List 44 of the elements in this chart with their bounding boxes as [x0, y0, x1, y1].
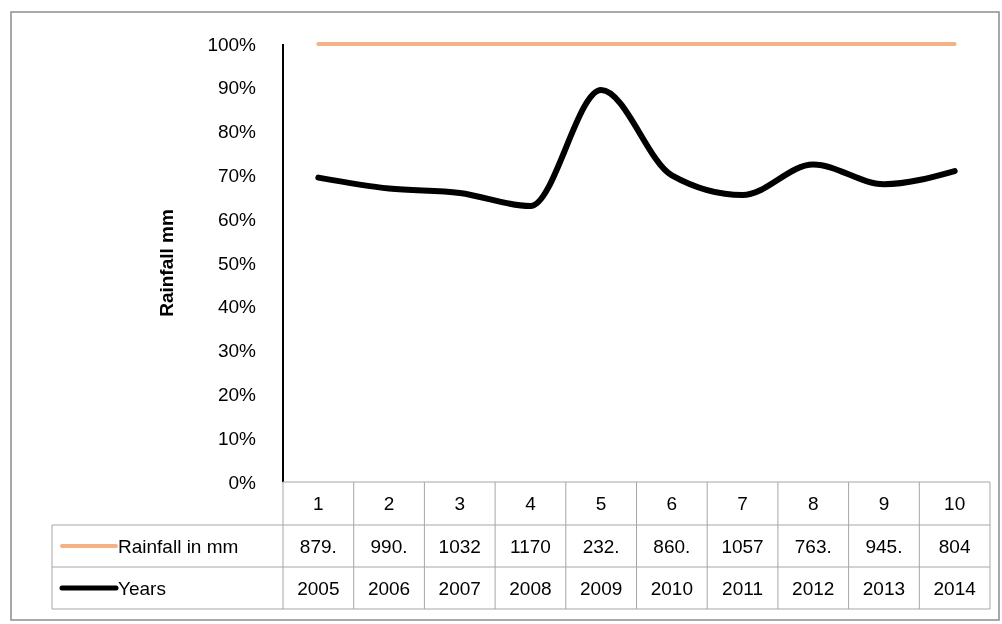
text: 2012 — [792, 577, 835, 599]
legend-label: Rainfall in mm — [118, 535, 239, 557]
y-tick-label: 0% — [228, 471, 257, 493]
y-tick-label: 60% — [217, 208, 257, 230]
x-tick-label: 9 — [878, 493, 890, 515]
text: 2014 — [933, 577, 977, 599]
x-tick-label: 5 — [595, 493, 607, 515]
y-tick-label: 40% — [217, 296, 257, 318]
y-tick-label: 30% — [217, 340, 257, 362]
text: 2007 — [438, 577, 481, 599]
text: 1057 — [721, 535, 764, 557]
x-tick-label: 10 — [944, 493, 966, 515]
y-tick-label: 100% — [207, 33, 257, 55]
x-tick-label: 4 — [525, 493, 537, 515]
text: 804 — [938, 535, 971, 557]
y-tick-label: 20% — [217, 384, 257, 406]
y-tick-label: 10% — [217, 427, 257, 449]
y-tick-label: 90% — [217, 77, 257, 99]
legend-label: Years — [118, 577, 166, 599]
text: 2009 — [580, 577, 623, 599]
text: 945. — [865, 535, 903, 557]
text: 1170 — [510, 535, 551, 557]
text: 232. — [582, 535, 620, 557]
x-tick-label: 6 — [666, 493, 678, 515]
text: 763. — [794, 535, 832, 557]
x-tick-label: 1 — [313, 493, 324, 515]
y-tick-label: 80% — [217, 121, 257, 143]
text: 879. — [299, 535, 337, 557]
y-tick-label: 70% — [217, 165, 257, 187]
x-tick-label: 3 — [454, 493, 466, 515]
x-tick-label: 8 — [807, 493, 819, 515]
text: 2013 — [862, 577, 906, 599]
text: 2008 — [509, 577, 552, 599]
text: 1032 — [438, 535, 481, 557]
text: 2011 — [722, 577, 763, 599]
x-tick-label: 7 — [737, 493, 748, 515]
y-axis-title: Rainfall mm — [155, 209, 177, 317]
text: 2006 — [367, 577, 411, 599]
text: 990. — [370, 535, 408, 557]
text: 860. — [653, 535, 691, 557]
text: 2010 — [650, 577, 693, 599]
x-tick-label: 2 — [383, 493, 395, 515]
text: 2005 — [297, 577, 340, 599]
y-tick-label: 50% — [217, 252, 257, 274]
